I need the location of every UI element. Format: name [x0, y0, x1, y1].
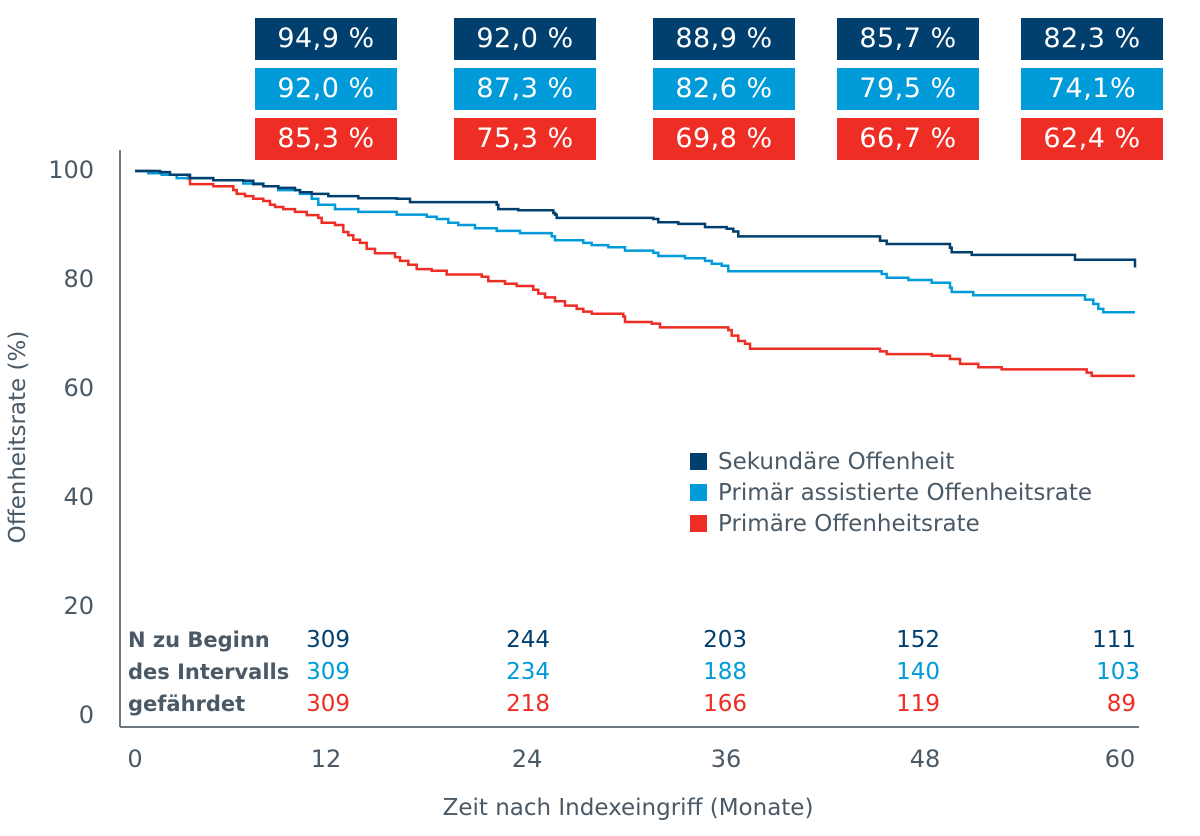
x-tick-label: 24 — [511, 745, 543, 773]
annotation-box: 92,0 % — [454, 18, 596, 60]
at-risk-value: 203 — [703, 627, 747, 653]
at-risk-value: 119 — [896, 691, 940, 717]
y-tick-label: 20 — [63, 592, 94, 620]
at-risk-value: 188 — [703, 659, 747, 685]
legend-label: Primäre Offenheitsrate — [718, 510, 980, 537]
series-line-primär-assistierte-offenheitsrate — [135, 169, 1135, 314]
annotation-box: 94,9 % — [255, 18, 397, 60]
annotation-box: 85,3 % — [255, 118, 397, 160]
annotation-box: 87,3 % — [454, 68, 596, 110]
at-risk-label: des Intervalls — [128, 660, 290, 684]
at-risk-value: 152 — [896, 627, 940, 653]
y-tick-label: 60 — [63, 374, 94, 402]
legend-swatch-icon — [690, 453, 707, 470]
at-risk-value: 309 — [306, 627, 350, 653]
legend-item: Primär assistierte Offenheitsrate — [690, 477, 1092, 508]
annotation-box: 82,3 % — [1021, 18, 1163, 60]
annotation-box: 74,1% — [1021, 68, 1163, 110]
annotation-box: 66,7 % — [837, 118, 979, 160]
annotation-box: 85,7 % — [837, 18, 979, 60]
y-tick-label: 40 — [63, 483, 94, 511]
series-group — [135, 169, 1137, 378]
at-risk-value: 218 — [506, 691, 550, 717]
annotation-box: 92,0 % — [255, 68, 397, 110]
x-tick-label: 36 — [710, 745, 742, 773]
legend-swatch-icon — [690, 484, 707, 501]
at-risk-value: 309 — [306, 659, 350, 685]
legend-label: Primär assistierte Offenheitsrate — [718, 479, 1093, 506]
annotation-box: 82,6 % — [653, 68, 795, 110]
y-tick-label: 100 — [48, 156, 94, 184]
series-line-primäre-offenheitsrate — [135, 169, 1135, 378]
annotation-box: 88,9 % — [653, 18, 795, 60]
annotation-box: 62,4 % — [1021, 118, 1163, 160]
at-risk-value: 140 — [896, 659, 940, 685]
at-risk-value: 244 — [506, 627, 550, 653]
series-line-sekundäre-offenheit — [135, 169, 1137, 268]
x-tick-label: 60 — [1104, 745, 1136, 773]
legend-item: Sekundäre Offenheit — [690, 446, 1092, 477]
x-axis-title: Zeit nach Indexeingriff (Monate) — [442, 795, 814, 821]
y-tick-label: 80 — [63, 265, 94, 293]
legend: Sekundäre Offenheit Primär assistierte O… — [690, 446, 1092, 539]
x-tick-label: 48 — [909, 745, 941, 773]
at-risk-value: 89 — [1106, 691, 1136, 717]
x-tick-label: 12 — [310, 745, 342, 773]
legend-item: Primäre Offenheitsrate — [690, 508, 1092, 539]
at-risk-label: N zu Beginn — [128, 628, 270, 652]
legend-swatch-icon — [690, 515, 707, 532]
at-risk-value: 234 — [506, 659, 550, 685]
at-risk-label: gefährdet — [128, 692, 246, 716]
legend-label: Sekundäre Offenheit — [718, 448, 955, 475]
annotation-box: 69,8 % — [653, 118, 795, 160]
x-tick-label: 0 — [127, 745, 143, 773]
at-risk-value: 309 — [306, 691, 350, 717]
annotation-box: 75,3 % — [454, 118, 596, 160]
at-risk-value: 111 — [1092, 627, 1136, 653]
y-axis-title: Offenheitsrate (%) — [5, 330, 31, 544]
at-risk-value: 166 — [703, 691, 747, 717]
at-risk-value: 103 — [1096, 659, 1140, 685]
y-tick-label: 0 — [78, 701, 94, 729]
annotation-box: 79,5 % — [837, 68, 979, 110]
